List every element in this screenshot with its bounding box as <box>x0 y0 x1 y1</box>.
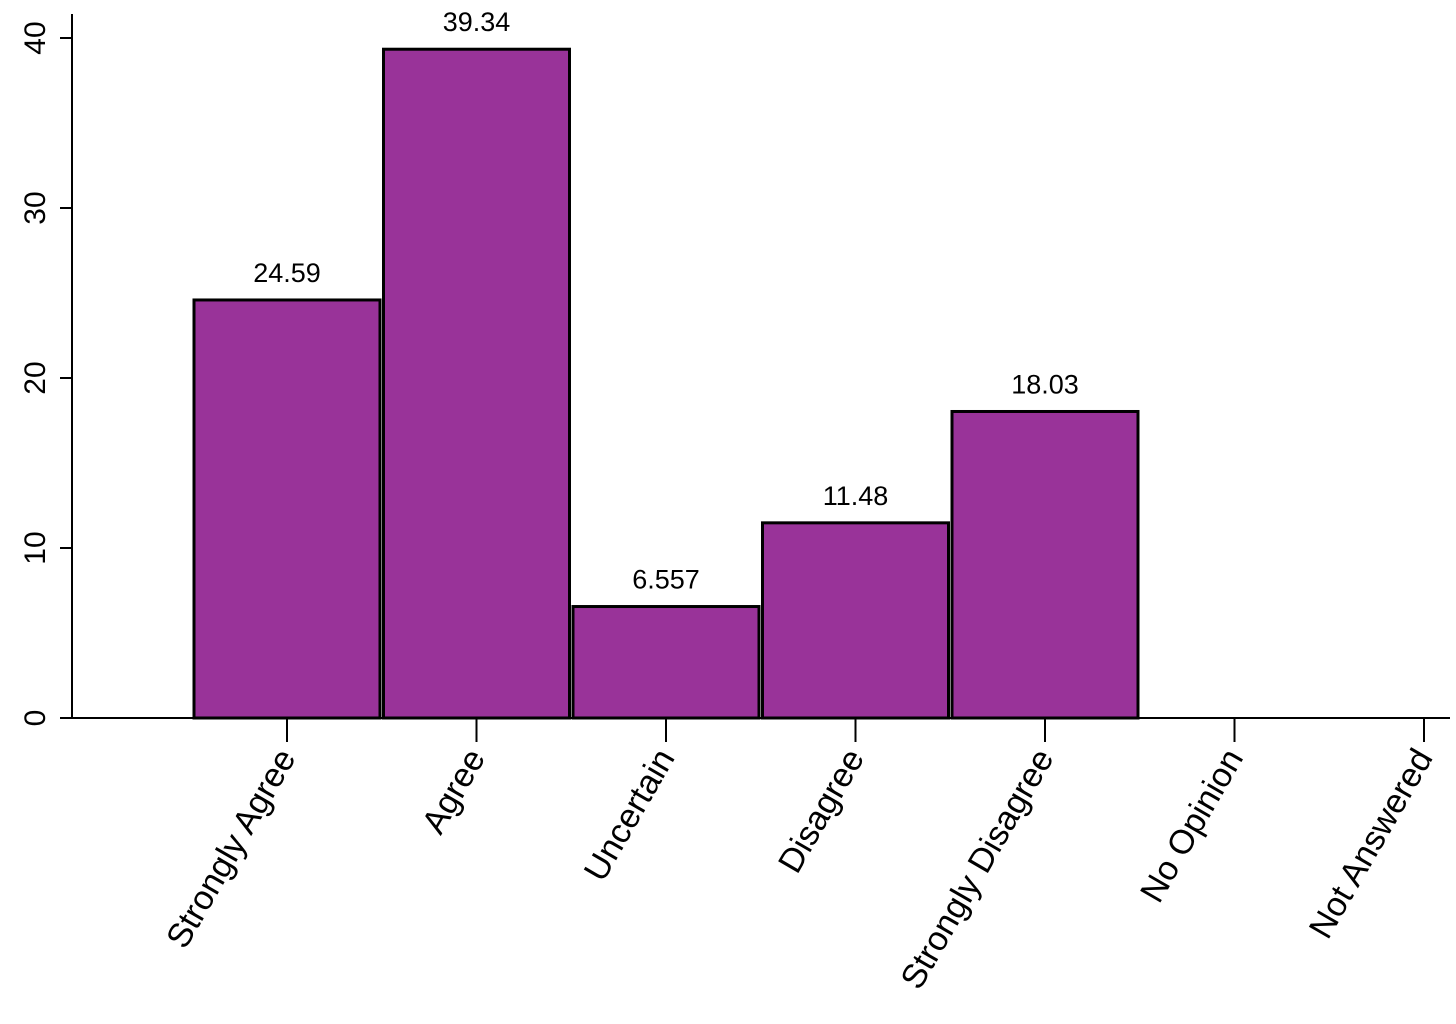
y-tick-label-20: 20 <box>19 361 52 394</box>
x-tick-label-uncertain: Uncertain <box>577 743 683 888</box>
x-tick-label-strongly-agree: Strongly Agree <box>159 743 303 955</box>
bar-strongly-agree <box>192 298 382 720</box>
y-axis-ticks: 0 10 20 30 40 <box>19 21 72 726</box>
x-tick-label-disagree: Disagree <box>771 743 872 880</box>
y-tick-label-10: 10 <box>19 531 52 564</box>
y-tick-label-0: 0 <box>19 710 52 727</box>
x-tick-label-not-answered: Not Answered <box>1302 743 1441 945</box>
data-label-uncertain: 6.557 <box>632 565 700 595</box>
bar-strongly-disagree <box>950 409 1140 720</box>
bar-uncertain <box>571 605 761 720</box>
data-label-agree: 39.34 <box>443 7 511 37</box>
data-label-strongly-agree: 24.59 <box>253 258 321 288</box>
data-labels-group: 24.59 39.34 6.557 11.48 18.03 <box>253 7 1079 594</box>
x-axis-ticks: Strongly Agree Agree Uncertain Disagree Stro… <box>159 718 1440 996</box>
data-label-strongly-disagree: 18.03 <box>1011 369 1079 399</box>
bars-group <box>192 47 1140 720</box>
bar-agree <box>382 47 571 720</box>
x-tick-label-agree: Agree <box>415 743 493 841</box>
y-tick-label-30: 30 <box>19 191 52 224</box>
data-label-disagree: 11.48 <box>823 481 889 511</box>
x-tick-label-strongly-disagree: Strongly Disagree <box>893 743 1061 996</box>
x-tick-label-no-opinion: No Opinion <box>1133 743 1251 909</box>
bar-disagree <box>761 521 950 720</box>
y-tick-label-40: 40 <box>19 21 52 54</box>
